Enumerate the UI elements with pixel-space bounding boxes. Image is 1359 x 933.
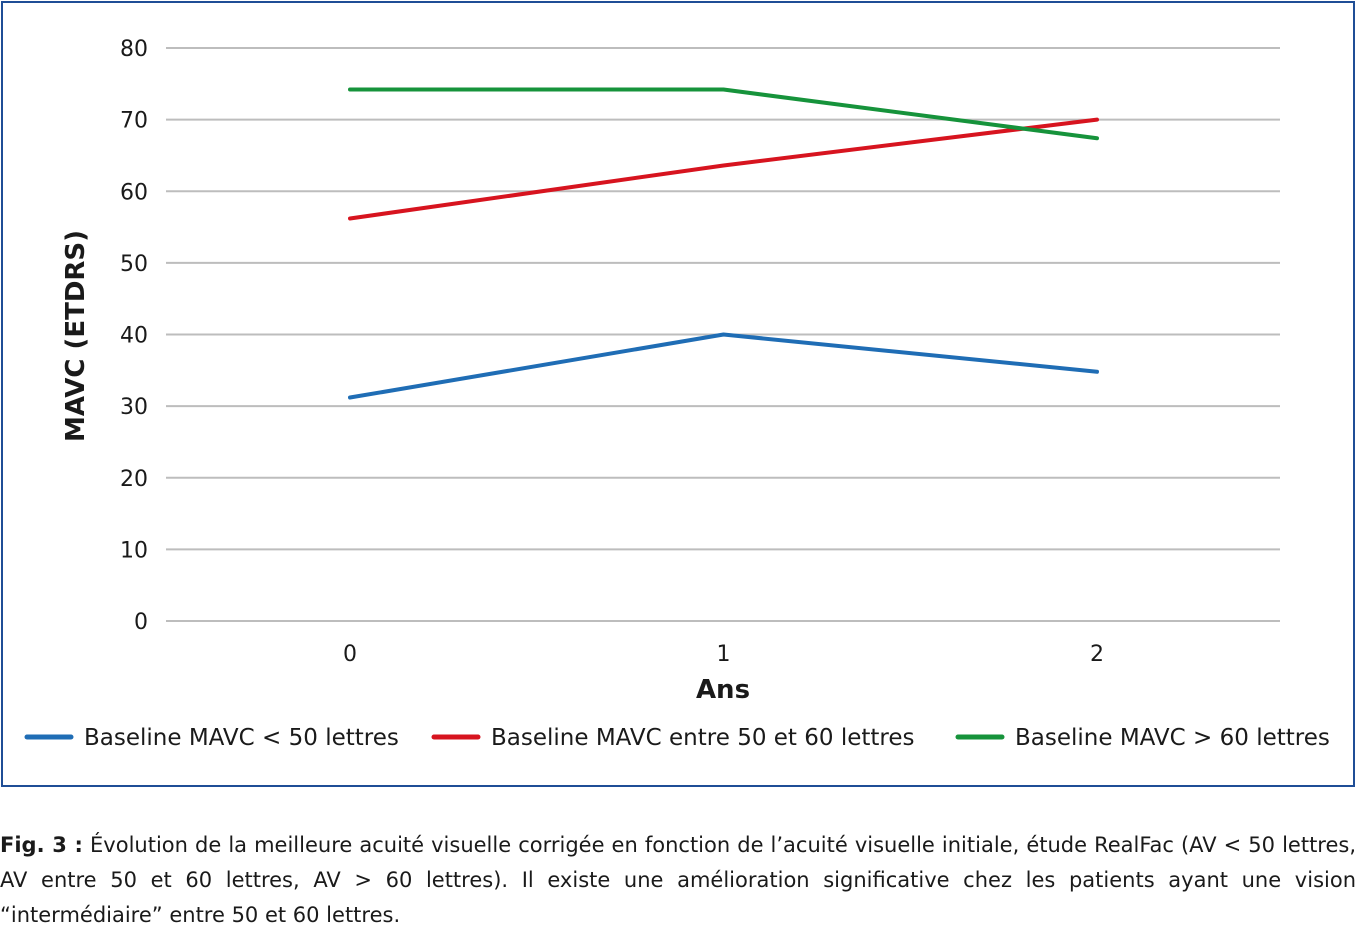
- caption-label: Fig. 3 :: [0, 833, 83, 857]
- legend: Baseline MAVC < 50 lettres Baseline MAVC …: [24, 725, 1330, 751]
- series-line-2: [348, 87, 1099, 141]
- series-line-0: [348, 332, 1099, 400]
- y-tick-label: 60: [120, 180, 148, 205]
- series-lines: [348, 87, 1099, 400]
- y-tick-label: 50: [120, 252, 148, 277]
- chart-frame: 0 10 20 30 40 50 60 70 80 0 1 2 MAVC (ETDRS) Ans B…: [1, 1, 1355, 787]
- y-tick-label: 70: [120, 109, 148, 134]
- y-tick-label: 10: [120, 538, 148, 563]
- y-tick-label: 0: [134, 610, 148, 635]
- y-tick-label: 80: [120, 37, 148, 62]
- legend-entry-2: Baseline MAVC > 60 lettres: [1015, 725, 1330, 751]
- legend-entry-1: Baseline MAVC entre 50 et 60 lettres: [491, 725, 915, 751]
- y-tick-label: 40: [120, 324, 148, 349]
- line-chart: 0 10 20 30 40 50 60 70 80 0 1 2 MAVC (ETDRS) Ans B…: [24, 37, 1330, 751]
- y-tick-labels: 0 10 20 30 40 50 60 70 80: [120, 37, 148, 635]
- x-axis-title: Ans: [696, 675, 750, 705]
- x-tick-label: 0: [343, 642, 357, 667]
- legend-entry-0: Baseline MAVC < 50 lettres: [84, 725, 399, 751]
- x-tick-label: 2: [1090, 642, 1104, 667]
- x-tick-label: 1: [717, 642, 731, 667]
- caption-text: Évolution de la meilleure acuité visuell…: [0, 833, 1357, 927]
- figure-caption: Fig. 3 : Évolution de la meilleure acuit…: [0, 828, 1356, 933]
- y-tick-label: 30: [120, 395, 148, 420]
- series-line-1: [348, 117, 1099, 221]
- y-tick-label: 20: [120, 467, 148, 492]
- x-tick-labels: 0 1 2: [343, 642, 1104, 667]
- y-axis-title: MAVC (ETDRS): [61, 230, 91, 442]
